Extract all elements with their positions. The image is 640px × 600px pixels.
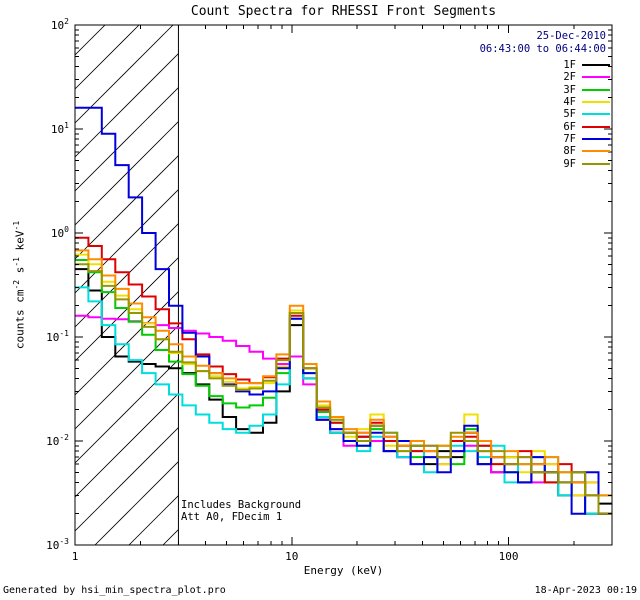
legend-item-6F: 6F [563, 120, 610, 133]
legend-color-line [582, 113, 610, 116]
axes-frame [74, 24, 613, 546]
annotation-attenuator-state: Att A0, FDecim 1 [181, 511, 283, 523]
y-axis-label-part: keV [13, 230, 27, 257]
tick-labels: 1 10 100 10-3 10-2 10-1 100 101 102 [46, 17, 518, 563]
legend-color-line [582, 150, 610, 153]
legend-item-3F: 3F [563, 84, 610, 96]
legend-label: 4F [563, 96, 576, 109]
legend-color-line [582, 76, 610, 79]
footer-timestamp: 18-Apr-2023 00:19 [534, 585, 637, 596]
y-tick-label: 102 [51, 17, 69, 32]
legend-label: 6F [563, 120, 576, 133]
legend-label: 8F [563, 145, 576, 158]
legend-color-line [582, 125, 610, 128]
y-axis-label-part: -1 [12, 257, 21, 267]
y-tick-label: 10-3 [46, 537, 69, 552]
observation-date: 25-Dec-2010 [536, 30, 606, 42]
legend-item-8F: 8F [563, 145, 610, 157]
legend-label: 2F [563, 71, 576, 84]
legend-color-line [582, 137, 610, 140]
y-axis-label-part: counts cm [13, 289, 27, 350]
y-axis-label: counts cm-2 s-1 keV-1 [12, 25, 27, 545]
series-path-7F [75, 106, 612, 515]
legend-item-4F: 4F [563, 96, 610, 108]
legend-color-line [582, 88, 610, 91]
observation-info: 25-Dec-2010 06:43:00 to 06:44:00 [300, 30, 606, 56]
legend-color-line [582, 101, 610, 104]
legend-item-7F: 7F [563, 133, 610, 145]
x-axis-label: Energy (keV) [303, 564, 384, 577]
legend-item-1F: 1F [563, 59, 610, 71]
annotation-includes-background: Includes Background [181, 499, 302, 511]
y-tick-label: 10-1 [46, 329, 69, 344]
series-group [75, 106, 612, 515]
y-axis-label-part: s [13, 266, 27, 280]
legend-label: 5F [563, 108, 576, 121]
legend-item-9F: 9F [563, 157, 610, 170]
footer-generated-by: Generated by hsi_min_spectra_plot.pro [3, 585, 226, 596]
plot-frame [74, 24, 613, 546]
legend-color-line [582, 64, 610, 67]
legend-label: 1F [563, 59, 576, 72]
plot-title: Count Spectra for RHESSI Front Segments [190, 4, 497, 19]
y-tick-label: 100 [51, 225, 69, 240]
legend: 1F 2F 3F 4F 5F 6F 7F 8F 9F [563, 59, 610, 170]
legend-item-5F: 5F [563, 108, 610, 120]
x-tick-label: 10 [285, 550, 298, 563]
legend-color-line [582, 162, 610, 165]
hatch-region [75, 25, 179, 545]
series-path-8F [75, 249, 612, 497]
legend-label: 3F [563, 83, 576, 96]
series-path-9F [75, 263, 612, 515]
y-axis-label-part: -2 [12, 279, 21, 290]
observation-time-range: 06:43:00 to 06:44:00 [479, 43, 606, 55]
x-tick-label: 100 [499, 550, 519, 563]
x-tick-label: 1 [72, 550, 79, 563]
legend-label: 9F [563, 157, 576, 170]
y-tick-label: 10-2 [46, 433, 69, 448]
y-tick-label: 101 [51, 121, 69, 136]
plot-annotations: Includes Background Att A0, FDecim 1 [181, 499, 301, 523]
y-axis-label-part: -1 [12, 220, 21, 231]
series-path-6F [75, 236, 612, 515]
legend-label: 7F [563, 132, 576, 145]
legend-item-2F: 2F [563, 71, 610, 83]
